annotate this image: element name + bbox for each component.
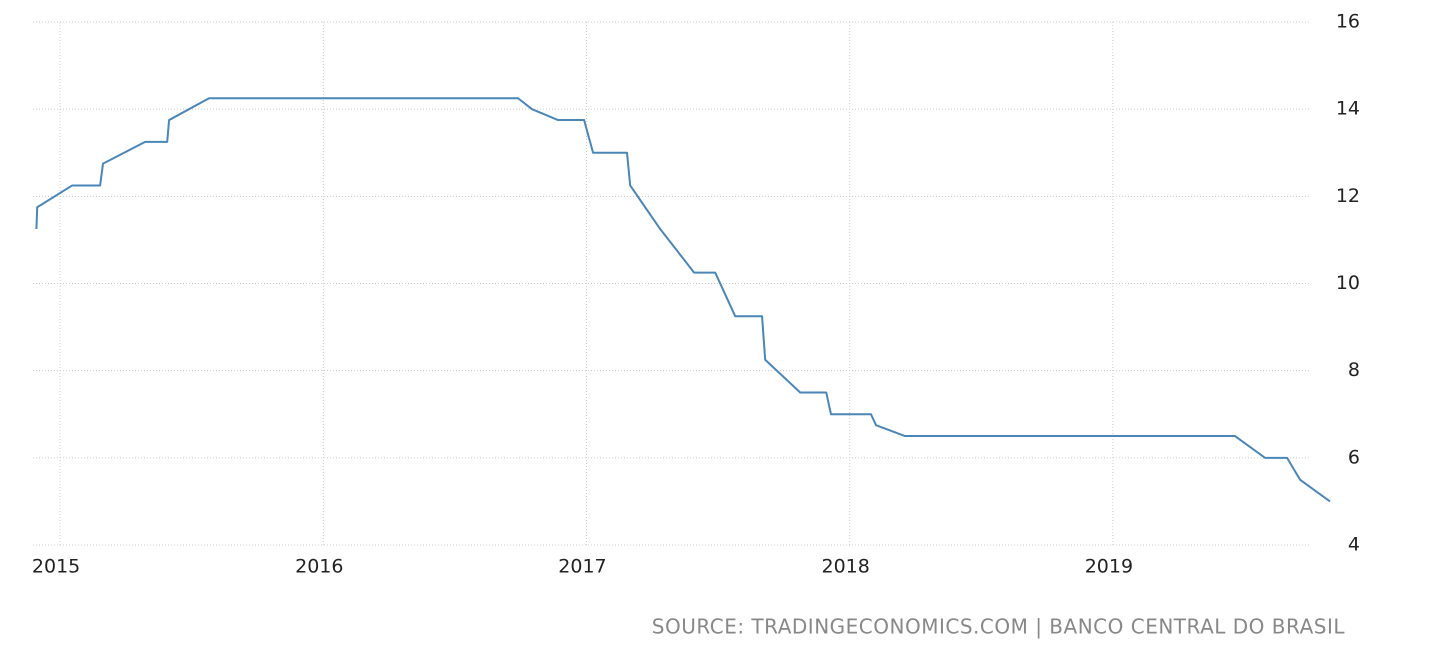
x-tick-label: 2015 [32,556,80,578]
x-tick-label: 2017 [558,556,606,578]
y-tick-label: 10 [1336,272,1360,294]
y-tick-label: 6 [1348,446,1360,468]
y-tick-label: 14 [1336,98,1360,120]
y-tick-label: 8 [1348,359,1360,381]
y-tick-label: 4 [1348,534,1360,556]
source: SOURCE: TRADINGECONOMICS.COM | BANCO CEN… [652,615,1346,639]
x-tick-label: 2016 [295,556,343,578]
data-line [35,97,1331,503]
y-tick-label: 12 [1336,185,1360,207]
x-tick-label: 2019 [1085,556,1133,578]
x-tick-label: 2018 [821,556,869,578]
y-tick-label: 16 [1336,11,1360,33]
